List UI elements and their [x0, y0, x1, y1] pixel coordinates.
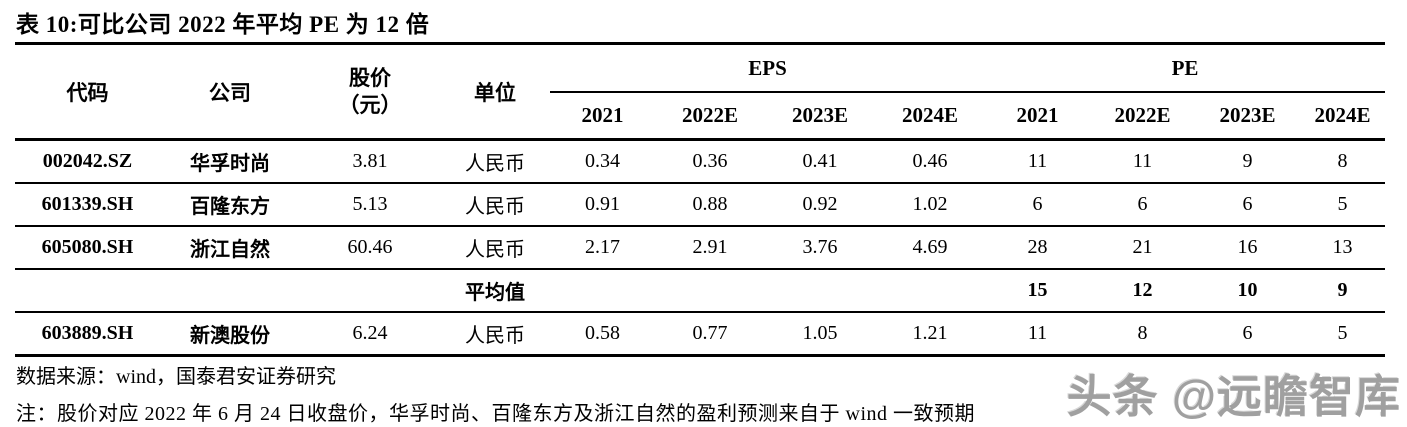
group-header-pe: PE	[985, 43, 1386, 93]
cell-eps-2022e: 0.77	[655, 312, 765, 357]
cell-eps-2021: 0.34	[550, 139, 655, 184]
cell-eps-2023e: 1.05	[765, 312, 875, 357]
cell-company: 新澳股份	[160, 312, 300, 357]
cell-pe-2024e: 13	[1300, 226, 1386, 270]
avg-pe-2024e: 9	[1300, 269, 1386, 313]
cell-eps-2024e	[875, 269, 986, 313]
cell-eps-2023e	[765, 269, 875, 313]
header-group-row: 代码 公司 股价 （元） 单位 EPS PE	[15, 43, 1386, 141]
cell-pe-2021: 6	[985, 183, 1091, 227]
cell-code	[15, 269, 160, 313]
cell-eps-2023e: 0.41	[765, 139, 875, 184]
comparable-companies-table: 代码 公司 股价 （元） 单位 EPS PE 2021 2022E 2023E …	[15, 42, 1386, 357]
cell-code: 605080.SH	[15, 226, 160, 270]
cell-eps-2022e	[655, 269, 765, 313]
cell-eps-2024e: 1.02	[875, 183, 986, 227]
cell-pe-2024e: 5	[1300, 183, 1386, 227]
table-row: 002042.SZ 华孚时尚 3.81 人民币 0.34 0.36 0.41 0…	[15, 139, 1386, 184]
eps-year-2023e: 2023E	[765, 92, 875, 141]
cell-pe-2023e: 6	[1195, 312, 1301, 357]
cell-price: 6.24	[300, 312, 440, 357]
eps-year-2022e: 2022E	[655, 92, 765, 141]
cell-company: 华孚时尚	[160, 139, 300, 184]
pe-year-2023e: 2023E	[1195, 92, 1301, 141]
watermark: 头条 @远瞻智库	[1066, 371, 1401, 422]
cell-pe-2024e: 5	[1300, 312, 1386, 357]
page-title: 表 10:可比公司 2022 年平均 PE 为 12 倍	[16, 12, 430, 37]
eps-year-2021: 2021	[550, 92, 655, 141]
cell-code: 601339.SH	[15, 183, 160, 227]
cell-pe-2022e: 8	[1090, 312, 1196, 357]
cell-eps-2023e: 3.76	[765, 226, 875, 270]
cell-company	[160, 269, 300, 313]
cell-pe-2023e: 16	[1195, 226, 1301, 270]
cell-eps-2023e: 0.92	[765, 183, 875, 227]
cell-eps-2021: 0.91	[550, 183, 655, 227]
table-row: 605080.SH 浙江自然 60.46 人民币 2.17 2.91 3.76 …	[15, 226, 1386, 270]
pe-year-2021: 2021	[985, 92, 1091, 141]
table-row: 601339.SH 百隆东方 5.13 人民币 0.91 0.88 0.92 1…	[15, 183, 1386, 227]
cell-eps-2024e: 1.21	[875, 312, 986, 357]
cell-pe-2021: 28	[985, 226, 1091, 270]
cell-pe-2022e: 21	[1090, 226, 1196, 270]
cell-eps-2024e: 4.69	[875, 226, 986, 270]
cell-unit: 人民币	[440, 226, 550, 270]
cell-eps-2021: 2.17	[550, 226, 655, 270]
avg-pe-2021: 15	[985, 269, 1091, 313]
col-header-code: 代码	[15, 43, 160, 141]
pe-year-2022e: 2022E	[1090, 92, 1196, 141]
average-row: 平均值 15 12 10 9	[15, 269, 1386, 313]
cell-pe-2022e: 6	[1090, 183, 1196, 227]
cell-pe-2022e: 11	[1090, 139, 1196, 184]
cell-unit: 人民币	[440, 183, 550, 227]
cell-pe-2021: 11	[985, 312, 1091, 357]
cell-price	[300, 269, 440, 313]
cell-eps-2021	[550, 269, 655, 313]
cell-price: 60.46	[300, 226, 440, 270]
col-header-company: 公司	[160, 43, 300, 141]
average-label: 平均值	[440, 269, 550, 313]
eps-year-2024e: 2024E	[875, 92, 986, 141]
cell-unit: 人民币	[440, 139, 550, 184]
cell-code: 603889.SH	[15, 312, 160, 357]
cell-eps-2022e: 0.88	[655, 183, 765, 227]
cell-pe-2024e: 8	[1300, 139, 1386, 184]
cell-pe-2021: 11	[985, 139, 1091, 184]
footnote: 注：股价对应 2022 年 6 月 24 日收盘价，华孚时尚、百隆东方及浙江自然…	[16, 403, 975, 425]
cell-unit: 人民币	[440, 312, 550, 357]
cell-eps-2022e: 2.91	[655, 226, 765, 270]
cell-pe-2023e: 6	[1195, 183, 1301, 227]
col-header-price-line2: （元）	[338, 92, 402, 117]
pe-year-2024e: 2024E	[1300, 92, 1386, 141]
col-header-price-line1: 股价	[349, 66, 391, 91]
cell-eps-2024e: 0.46	[875, 139, 986, 184]
cell-eps-2021: 0.58	[550, 312, 655, 357]
group-header-eps: EPS	[550, 43, 986, 93]
cell-company: 浙江自然	[160, 226, 300, 270]
cell-eps-2022e: 0.36	[655, 139, 765, 184]
cell-company: 百隆东方	[160, 183, 300, 227]
cell-code: 002042.SZ	[15, 139, 160, 184]
header-years-row: 2021 2022E 2023E 2024E 2021 2022E 2023E …	[15, 92, 1386, 141]
avg-pe-2022e: 12	[1090, 269, 1196, 313]
cell-price: 3.81	[300, 139, 440, 184]
cell-pe-2023e: 9	[1195, 139, 1301, 184]
cell-price: 5.13	[300, 183, 440, 227]
avg-pe-2023e: 10	[1195, 269, 1301, 313]
table-row: 603889.SH 新澳股份 6.24 人民币 0.58 0.77 1.05 1…	[15, 312, 1386, 357]
col-header-price: 股价 （元）	[300, 43, 440, 141]
data-source-note: 数据来源：wind，国泰君安证券研究	[16, 366, 336, 388]
col-header-unit: 单位	[440, 43, 550, 141]
